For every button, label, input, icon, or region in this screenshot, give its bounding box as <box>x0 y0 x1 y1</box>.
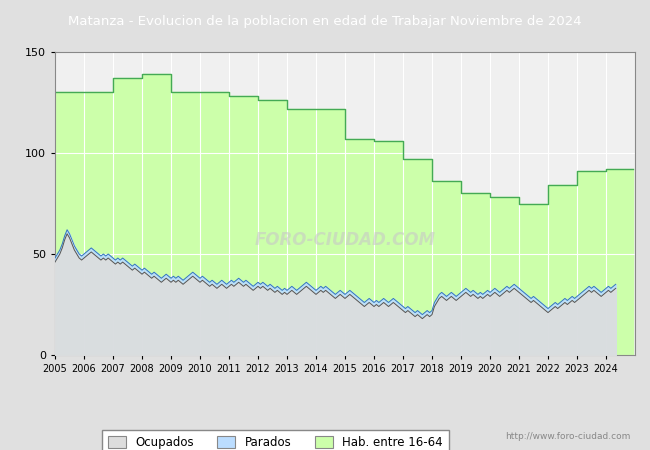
Text: http://www.foro-ciudad.com: http://www.foro-ciudad.com <box>505 432 630 441</box>
Text: FORO-CIUDAD.COM: FORO-CIUDAD.COM <box>255 231 436 249</box>
Text: Matanza - Evolucion de la poblacion en edad de Trabajar Noviembre de 2024: Matanza - Evolucion de la poblacion en e… <box>68 14 582 27</box>
Legend: Ocupados, Parados, Hab. entre 16-64: Ocupados, Parados, Hab. entre 16-64 <box>102 430 448 450</box>
